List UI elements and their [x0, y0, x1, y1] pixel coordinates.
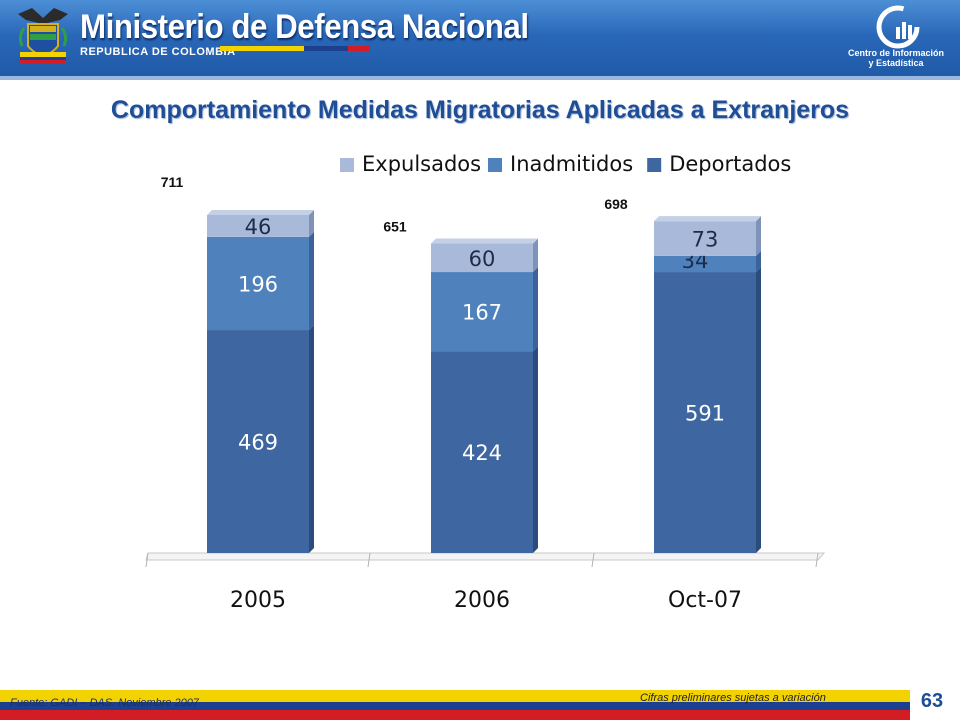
data-label: 167 — [462, 301, 502, 325]
legend-swatch-expulsados — [340, 158, 354, 172]
republic-label: REPUBLICA DE COLOMBIA — [80, 46, 236, 58]
bar-segment-inadmitidos — [654, 255, 756, 273]
footer-stripe-blue — [0, 702, 910, 710]
bar-side-inadmitidos — [756, 250, 761, 273]
x-axis-tick — [815, 552, 819, 568]
legend-swatch-inadmitidos — [488, 158, 502, 172]
footer-stripe-red — [0, 710, 910, 720]
legend-label: Inadmitidos — [510, 152, 633, 176]
bar-segment-deportados — [654, 272, 756, 553]
data-label: 591 — [685, 402, 725, 426]
total-label: 698 — [604, 196, 628, 212]
bar-segment-inadmitidos — [431, 272, 533, 352]
data-label: 73 — [692, 228, 719, 252]
bar-segment-expulsados — [207, 215, 309, 237]
data-label: 46 — [245, 215, 272, 239]
flag-stripe-red — [348, 46, 370, 51]
statistics-center-label: Centro de Información y Estadística — [836, 48, 956, 68]
bar-segment-expulsados — [431, 243, 533, 273]
data-label: 60 — [469, 247, 496, 271]
bar-side-deportados — [533, 346, 538, 553]
legend-swatch-deportados — [647, 158, 662, 172]
legend-label: Expulsados — [362, 152, 481, 176]
bar-side-deportados — [309, 325, 314, 553]
data-label: 196 — [238, 272, 278, 296]
bar-segment-deportados — [207, 330, 309, 553]
x-tick-label: 2006 — [454, 588, 510, 613]
source-note: Fuente: GADI – DAS. Noviembre 2007 — [10, 697, 199, 709]
coat-of-arms-icon — [18, 8, 68, 63]
total-label: 711 — [161, 174, 184, 190]
total-label: 651 — [383, 219, 407, 235]
statistics-center-logo-icon — [876, 5, 920, 49]
flag-stripe-blue — [304, 46, 348, 51]
data-label: 424 — [462, 441, 502, 465]
preliminary-note: Cifras preliminares sujetas a variación — [640, 692, 826, 704]
bar-segment-inadmitidos — [207, 236, 309, 331]
footer-stripe-yellow — [0, 690, 910, 702]
bar-side-inadmitidos — [309, 231, 314, 331]
bar-segment-expulsados — [654, 221, 756, 256]
bar-side-deportados — [756, 267, 761, 553]
bar-side-expulsados — [309, 210, 314, 237]
x-tick-label: Oct-07 — [668, 588, 742, 613]
bar-top-cap — [207, 210, 314, 215]
x-axis-tick — [367, 552, 371, 568]
x-tick-label: 2005 — [230, 588, 286, 613]
bar-top-cap — [654, 216, 761, 222]
x-axis-tick — [145, 552, 149, 568]
header-banner — [0, 0, 960, 78]
bar-side-inadmitidos — [533, 267, 538, 352]
ministry-name: Ministerio de Defensa Nacional — [80, 8, 529, 46]
page-number: 63 — [920, 690, 944, 712]
bar-side-expulsados — [756, 216, 761, 256]
bar-side-expulsados — [533, 238, 538, 273]
legend-label: Deportados — [669, 152, 791, 176]
statistics-center-line1: Centro de Información — [847, 48, 944, 58]
chart-floor — [145, 552, 826, 561]
data-label: 469 — [238, 431, 278, 455]
x-axis-tick — [591, 552, 595, 568]
slide-title: Comportamiento Medidas Migratorias Aplic… — [110, 96, 850, 124]
header-divider — [0, 76, 960, 80]
bar-segment-deportados — [431, 351, 533, 553]
statistics-center-line2: y Estadística — [868, 58, 924, 68]
flag-stripe-yellow — [220, 46, 304, 51]
bar-top-cap — [431, 238, 538, 244]
